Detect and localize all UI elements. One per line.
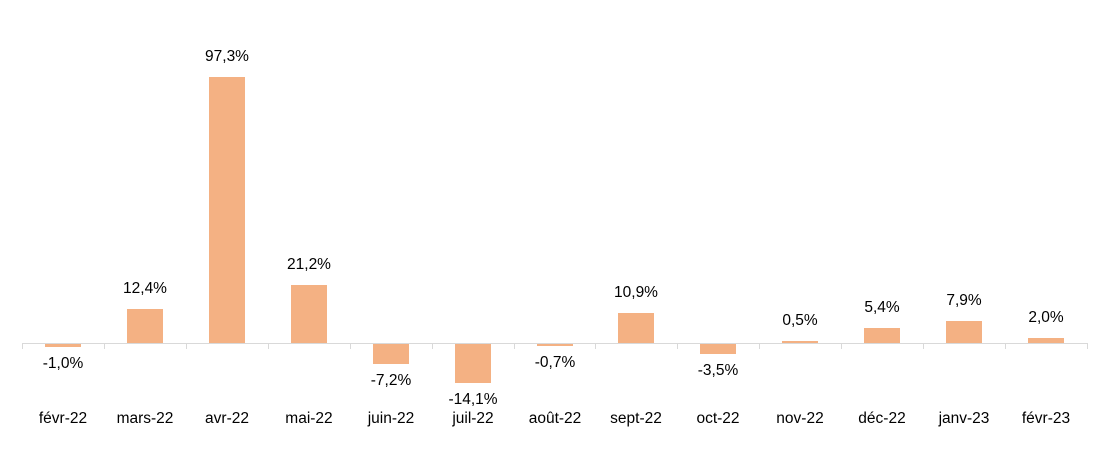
bar-janv-23 xyxy=(946,321,982,343)
x-axis-tick xyxy=(1005,343,1006,349)
x-axis-label-août-22: août-22 xyxy=(528,410,582,427)
data-label-nov-22: 0,5% xyxy=(782,312,818,329)
x-axis-label-févr-22: févr-22 xyxy=(38,410,88,427)
bar-mai-22 xyxy=(291,285,327,343)
data-label-avr-22: 97,3% xyxy=(205,48,249,65)
bar-févr-22 xyxy=(45,344,81,347)
x-axis-tick xyxy=(1087,343,1088,349)
bar-nov-22 xyxy=(782,341,818,343)
x-axis-tick xyxy=(841,343,842,349)
x-axis-tick xyxy=(595,343,596,349)
x-axis-label-sept-22: sept-22 xyxy=(610,410,662,427)
x-axis-tick xyxy=(350,343,351,349)
bar-déc-22 xyxy=(864,328,900,343)
data-label-juin-22: -7,2% xyxy=(370,372,412,389)
bar-oct-22 xyxy=(700,344,736,354)
bar-sept-22 xyxy=(618,313,654,343)
x-axis-label-mai-22: mai-22 xyxy=(285,410,333,427)
x-axis-tick xyxy=(677,343,678,349)
x-axis-tick xyxy=(923,343,924,349)
x-axis-tick xyxy=(268,343,269,349)
data-label-août-22: -0,7% xyxy=(534,354,576,371)
bar-juil-22 xyxy=(455,344,491,383)
x-axis-label-janv-23: janv-23 xyxy=(938,410,990,427)
x-axis-label-juil-22: juil-22 xyxy=(452,410,494,427)
x-axis-label-mars-22: mars-22 xyxy=(116,410,174,427)
data-label-déc-22: 5,4% xyxy=(864,299,900,316)
data-label-févr-23: 2,0% xyxy=(1028,309,1064,326)
bar-avr-22 xyxy=(209,77,245,343)
bar-mars-22 xyxy=(127,309,163,343)
x-axis-label-nov-22: nov-22 xyxy=(776,410,824,427)
data-label-oct-22: -3,5% xyxy=(697,362,739,379)
x-axis-tick xyxy=(104,343,105,349)
data-label-juil-22: -14,1% xyxy=(448,391,498,408)
x-axis-label-févr-23: févr-23 xyxy=(1021,410,1071,427)
x-axis-label-déc-22: déc-22 xyxy=(858,410,906,427)
bar-juin-22 xyxy=(373,344,409,364)
x-axis-tick xyxy=(432,343,433,349)
data-label-mai-22: 21,2% xyxy=(287,256,331,273)
data-label-mars-22: 12,4% xyxy=(123,280,167,297)
data-label-sept-22: 10,9% xyxy=(614,284,658,301)
x-axis-label-avr-22: avr-22 xyxy=(205,410,249,427)
data-label-févr-22: -1,0% xyxy=(42,355,84,372)
x-axis-tick xyxy=(186,343,187,349)
bar-août-22 xyxy=(537,344,573,346)
x-axis-tick xyxy=(514,343,515,349)
data-label-janv-23: 7,9% xyxy=(946,292,982,309)
x-axis-label-oct-22: oct-22 xyxy=(696,410,740,427)
x-axis-tick xyxy=(22,343,23,349)
x-axis-tick xyxy=(759,343,760,349)
x-axis-label-juin-22: juin-22 xyxy=(367,410,415,427)
bar-févr-23 xyxy=(1028,338,1064,343)
x-axis-line xyxy=(22,343,1087,344)
